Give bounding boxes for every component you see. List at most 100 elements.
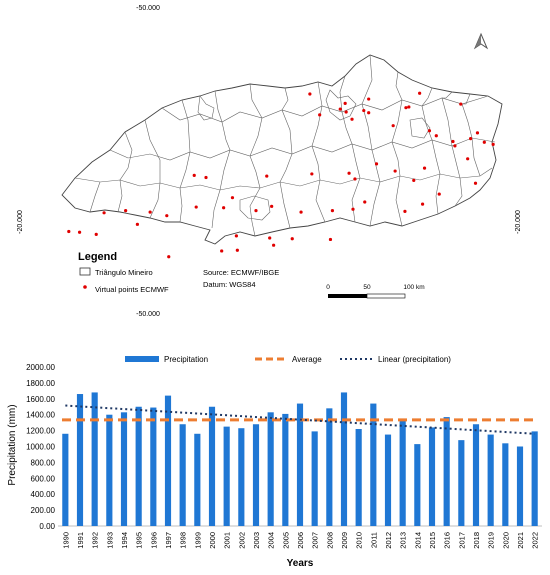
- virtual-point: [350, 117, 354, 121]
- x-tick-label: 1990: [61, 532, 70, 549]
- precipitation-bar: [223, 426, 230, 526]
- precipitation-bar: [91, 392, 98, 526]
- precipitation-bar: [62, 433, 69, 526]
- x-tick-label: 2010: [355, 532, 364, 549]
- y-tick-label: 600.00: [31, 474, 56, 483]
- virtual-point: [344, 110, 348, 114]
- virtual-point: [67, 229, 71, 234]
- virtual-point: [94, 232, 98, 236]
- virtual-point: [491, 142, 495, 146]
- virtual-point: [482, 140, 486, 144]
- legend-point-label: Virtual points ECMWF: [95, 285, 169, 294]
- precipitation-bar: [355, 429, 362, 526]
- y-tick-label: 400.00: [31, 490, 56, 499]
- virtual-point: [222, 206, 226, 210]
- virtual-point: [204, 175, 208, 180]
- virtual-point: [391, 124, 395, 128]
- map-legend: Legend Triângulo Mineiro Virtual points …: [78, 251, 279, 294]
- virtual-point: [363, 200, 367, 204]
- x-tick-label: 2003: [252, 532, 261, 549]
- virtual-point: [330, 209, 335, 213]
- virtual-point: [167, 255, 171, 259]
- x-tick-label: 2020: [501, 532, 510, 549]
- chart-panel: Precipitation Average Linear (precipitat…: [7, 355, 542, 569]
- x-tick-label: 2013: [399, 532, 408, 549]
- x-tick-label: 1991: [76, 532, 85, 549]
- precipitation-bar: [120, 412, 128, 526]
- x-tick-label: 1997: [164, 532, 173, 549]
- x-tick-label: 2004: [267, 532, 276, 549]
- y-tick-label: 1000.00: [26, 443, 55, 452]
- virtual-point: [338, 107, 342, 111]
- legend-average-label: Average: [292, 355, 322, 364]
- precipitation-bar: [384, 434, 392, 526]
- precipitation-bar: [311, 431, 318, 526]
- precipitation-bars: [62, 392, 538, 526]
- x-tick-label: 2019: [487, 532, 496, 549]
- legend-point-marker: [83, 285, 87, 289]
- y-tick-label: 0.00: [39, 522, 55, 531]
- precipitation-bar: [194, 433, 201, 526]
- y-tick-label: 2000.00: [26, 363, 55, 372]
- precipitation-bar: [208, 406, 216, 526]
- x-tick-label: 1999: [193, 532, 202, 549]
- legend-title: Legend: [78, 251, 117, 263]
- virtual-point: [453, 144, 457, 148]
- x-axis: 1990 1991 1992 1993 1994 1995 1996 1997 1998 1999…: [61, 532, 539, 549]
- y-tick-label: 200.00: [31, 506, 56, 515]
- virtual-point: [135, 222, 139, 226]
- legend-precipitation-label: Precipitation: [164, 355, 208, 364]
- virtual-point: [351, 207, 355, 211]
- x-axis-title: Years: [287, 558, 314, 569]
- north-arrow-icon: [473, 32, 489, 50]
- precipitation-bar: [428, 427, 436, 526]
- virtual-point: [347, 171, 351, 175]
- legend-precipitation-swatch: [125, 356, 159, 362]
- reference-lines: [62, 404, 538, 435]
- x-tick-label: 1995: [135, 532, 144, 549]
- y-axis-title: Precipitation (mm): [7, 404, 18, 485]
- y-axis: 0.00 200.00 400.00 600.00 800.00 1000.00 1200.…: [26, 363, 55, 531]
- virtual-point: [102, 211, 106, 215]
- x-tick-label: 1993: [105, 532, 114, 549]
- precipitation-bar: [238, 428, 245, 526]
- map-coord-left: -20.000: [17, 210, 24, 234]
- virtual-points: [67, 91, 495, 259]
- virtual-point: [318, 113, 322, 117]
- x-tick-label: 2006: [296, 532, 305, 549]
- virtual-point: [407, 105, 411, 109]
- precipitation-bar: [414, 444, 421, 526]
- virtual-point: [374, 162, 379, 166]
- y-tick-label: 1400.00: [26, 411, 55, 420]
- map-coord-top: -50.000: [136, 5, 160, 12]
- virtual-point: [459, 102, 463, 106]
- y-tick-label: 800.00: [31, 458, 56, 467]
- x-tick-label: 2000: [208, 532, 217, 549]
- map-panel: -50.000 -50.000 -20.000 -20.000: [17, 5, 522, 318]
- precipitation-bar: [326, 408, 333, 526]
- virtual-point: [434, 134, 438, 138]
- x-tick-label: 1996: [149, 532, 158, 549]
- precipitation-bar: [516, 446, 524, 526]
- map-coord-right: -20.000: [515, 210, 522, 234]
- precipitation-bar: [179, 424, 186, 526]
- virtual-point: [230, 196, 235, 200]
- virtual-point: [270, 204, 274, 208]
- virtual-point: [475, 131, 480, 135]
- x-tick-label: 2001: [223, 532, 232, 549]
- scale-label-0: 0: [326, 284, 330, 291]
- virtual-point: [234, 234, 238, 238]
- map-coord-bottom: -50.000: [136, 311, 160, 318]
- map-source: Source: ECMWF/IBGE: [203, 268, 279, 277]
- x-tick-label: 2022: [531, 532, 540, 549]
- virtual-point: [265, 174, 269, 178]
- virtual-point: [422, 166, 427, 170]
- scale-segment-light: [366, 293, 406, 299]
- virtual-point: [310, 172, 314, 176]
- y-tick-label: 1600.00: [26, 395, 55, 404]
- precipitation-bar: [370, 403, 377, 526]
- x-tick-label: 2017: [457, 532, 466, 549]
- virtual-point: [77, 230, 82, 234]
- virtual-point: [290, 237, 294, 241]
- x-tick-label: 1994: [120, 532, 129, 549]
